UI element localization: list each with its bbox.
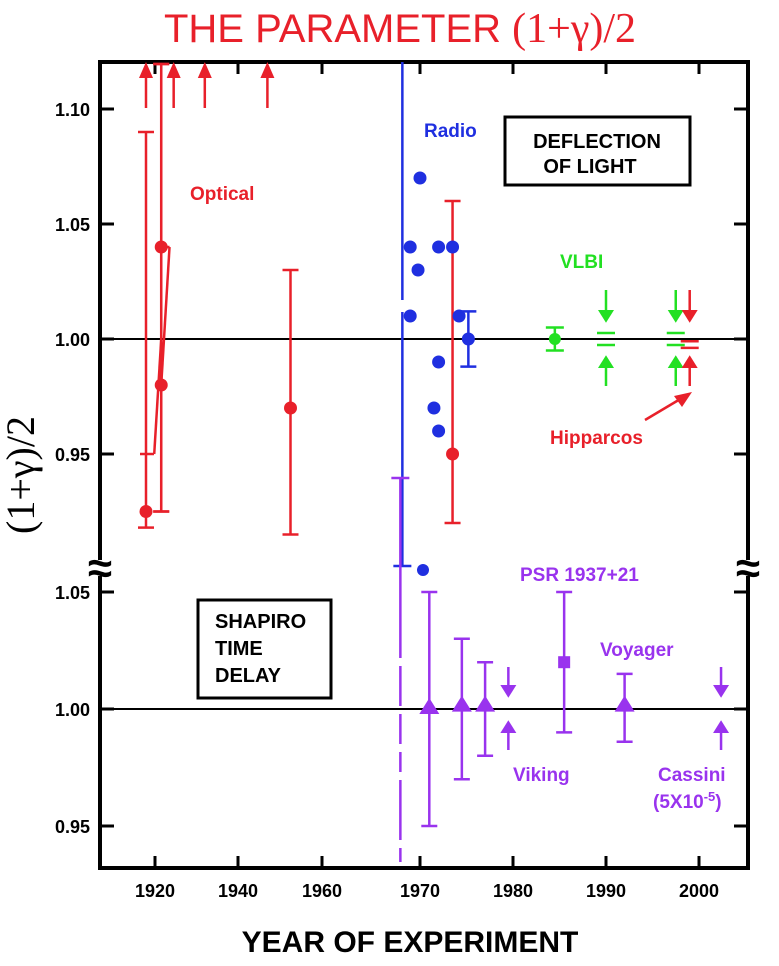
- annotation-cassini-precision: (5X10-5): [653, 789, 722, 813]
- x-tick-label: 1980: [493, 881, 533, 901]
- radio-point-9: [452, 309, 466, 323]
- deflection-label-line2: OF LIGHT: [543, 156, 636, 178]
- y-tick-label: 0.95: [55, 445, 90, 465]
- x-axis-label: YEAR OF EXPERIMENT: [242, 926, 579, 959]
- x-tick-label: 2000: [679, 881, 719, 901]
- optical-point-0: [139, 505, 153, 518]
- annotation-optical: Optical: [190, 184, 254, 205]
- y-axis-label: (1+γ)/2: [0, 416, 43, 534]
- optical-limit-arrow-1-head: [166, 62, 181, 78]
- radio-point-4: [427, 401, 441, 415]
- shapiro-point-1-marker: [451, 695, 472, 712]
- annotation-radio: Radio: [424, 121, 477, 142]
- vlbi-point-2-arrow-up: [667, 355, 684, 368]
- hipparcos-arrow-down: [681, 310, 698, 323]
- radio-point-5: [432, 355, 446, 369]
- radio-point-7: [432, 240, 446, 254]
- radio-point-2: [411, 263, 425, 277]
- axis-break-symbol-right: ≈: [736, 544, 760, 593]
- shapiro-label-line1: SHAPIRO: [215, 611, 306, 633]
- vlbi-point-0: [548, 333, 561, 345]
- y-tick-label: 1.05: [55, 583, 90, 603]
- optical-point-4: [446, 447, 460, 461]
- hipparcos-arrow-up: [681, 355, 698, 368]
- optical-point-3: [284, 401, 297, 415]
- axis-break-symbol-left: ≈: [88, 544, 112, 593]
- optical-limit-arrow-2-head: [197, 62, 212, 78]
- y-tick-label: 1.10: [55, 100, 90, 120]
- hipparcos-pointer-head: [674, 392, 692, 407]
- annotation-hipparcos: Hipparcos: [550, 428, 643, 449]
- vlbi-point-1-arrow-down: [598, 310, 614, 323]
- annotation-psr: PSR 1937+21: [520, 565, 639, 586]
- annotation-voyager: Voyager: [600, 640, 674, 661]
- chart-title: THE PARAMETER (1+γ)/2: [164, 6, 636, 52]
- deflection-label-line1: DEFLECTION: [533, 131, 661, 153]
- shapiro-point-5-marker: [614, 695, 635, 712]
- shapiro-point-6-arrow-down: [713, 685, 730, 698]
- shapiro-point-4-marker: [558, 656, 571, 669]
- shapiro-label-line3: DELAY: [215, 665, 282, 687]
- plot-area: ≈ ≈1920 1940 1960 1970 1980 1990 2000 0.95 1.00 1.…: [55, 60, 760, 901]
- x-tick-label: 1970: [400, 881, 440, 901]
- radio-point-10: [461, 332, 475, 346]
- annotation-vlbi: VLBI: [560, 252, 603, 273]
- shapiro-point-0-marker: [419, 698, 440, 714]
- annotation-cassini: Cassini: [658, 765, 726, 786]
- y-tick-label: 1.00: [55, 700, 90, 720]
- optical-fan-line: [159, 246, 171, 386]
- radio-point-low: [417, 564, 429, 576]
- shapiro-point-6-arrow-up: [713, 720, 730, 733]
- radio-point-0: [403, 240, 417, 254]
- vlbi-point-1-arrow-up: [598, 355, 614, 368]
- annotation-viking: Viking: [513, 765, 570, 786]
- x-tick-label: 1960: [302, 881, 342, 901]
- optical-limit-arrow-0-head: [139, 62, 153, 78]
- plot-frame: [98, 60, 750, 870]
- y-tick-label: 1.00: [55, 330, 90, 350]
- optical-limit-arrow-3-head: [260, 62, 275, 78]
- deflection-label-box: DEFLECTION OF LIGHT: [503, 115, 692, 187]
- shapiro-point-3-arrow-up: [500, 720, 517, 733]
- hipparcos-pointer-line: [644, 396, 683, 422]
- radio-point-1: [403, 309, 417, 323]
- x-tick-label: 1990: [586, 881, 626, 901]
- shapiro-label-box: SHAPIRO TIME DELAY: [196, 598, 333, 700]
- shapiro-point-2-marker: [475, 695, 496, 712]
- radio-point-3: [413, 171, 427, 185]
- x-tick-label: 1940: [218, 881, 258, 901]
- optical-fan-line: [152, 338, 163, 455]
- y-tick-label: 0.95: [55, 817, 90, 837]
- radio-point-8: [446, 240, 460, 254]
- vlbi-point-2-arrow-down: [667, 310, 684, 323]
- radio-point-6: [432, 424, 446, 438]
- shapiro-point-3-arrow-down: [500, 685, 517, 698]
- x-tick-label: 1920: [135, 881, 175, 901]
- y-tick-label: 1.05: [55, 215, 90, 235]
- shapiro-label-line2: TIME: [215, 638, 263, 660]
